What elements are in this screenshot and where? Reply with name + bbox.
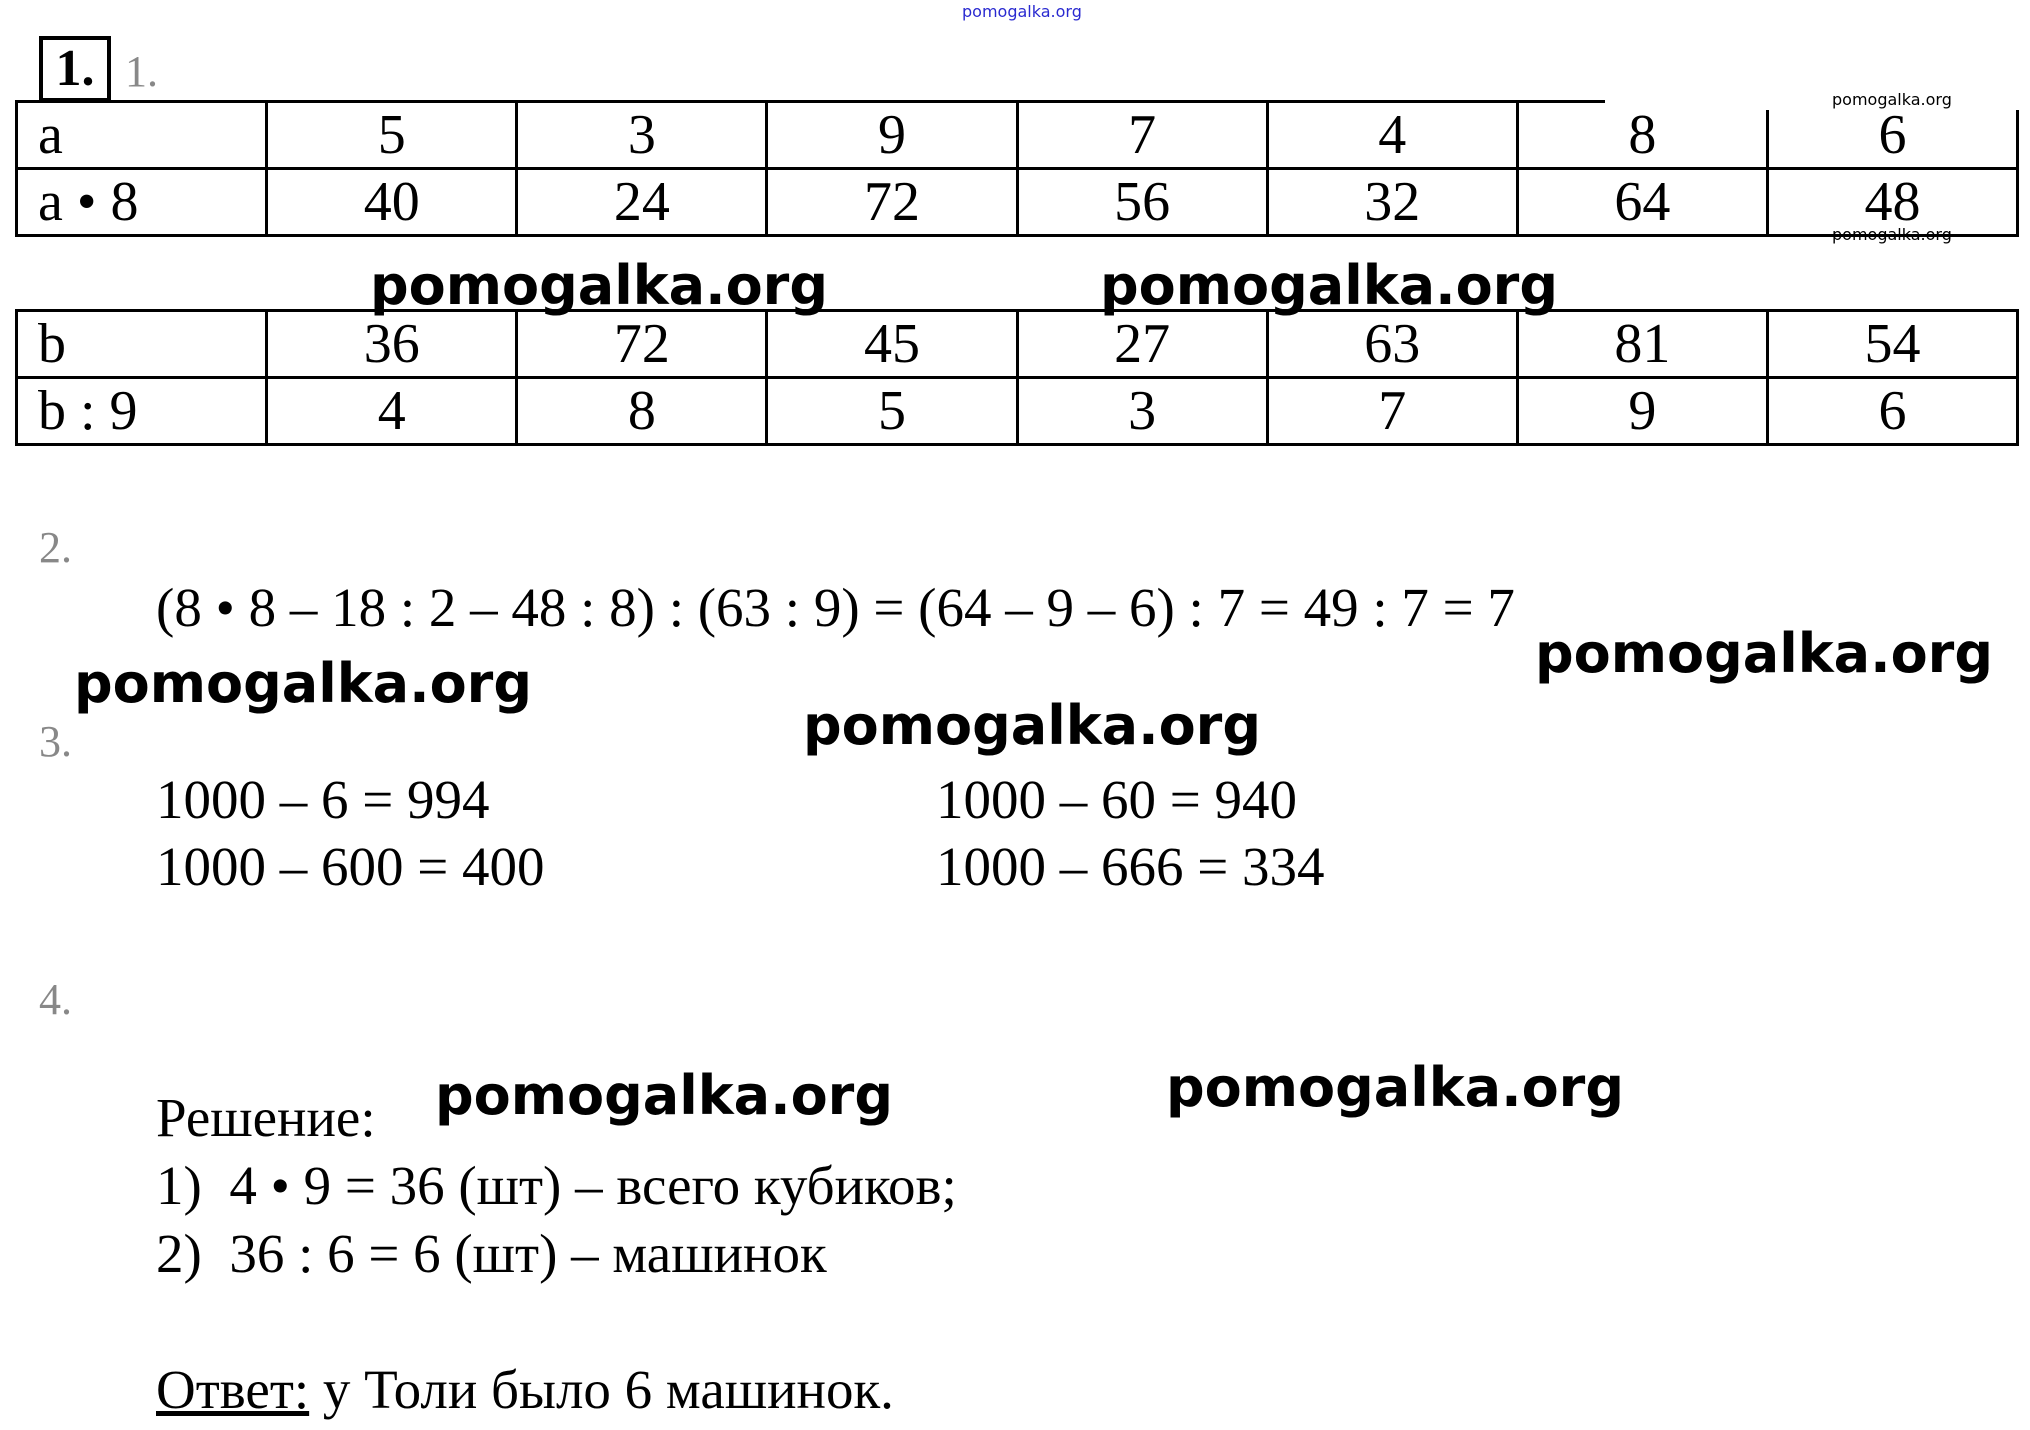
table-cell: 5	[265, 100, 519, 170]
table-b: b 36 72 45 27 63 81 54 b : 9 4 8 5 3 7 9…	[14, 309, 2020, 446]
answer-line: Ответ: у Толи было 6 машинок.	[156, 1358, 894, 1421]
table-cell: a	[14, 100, 269, 170]
table-cell: 56	[1015, 167, 1269, 237]
task3-left-line: 1000 – 6 = 994	[156, 769, 490, 830]
table-cell: 7	[1265, 376, 1519, 446]
table-cell: 9	[1515, 376, 1769, 446]
table-cell: 3	[515, 100, 769, 170]
table-cell: 6	[1765, 100, 2020, 170]
table-cell: 48	[1765, 167, 2020, 237]
table-a: a 5 3 9 7 4 8 6 a • 8 40 24 72 56 32 64 …	[14, 100, 2020, 237]
table-cell: 6	[1765, 376, 2020, 446]
watermark-large: pomogalka.org	[1166, 1056, 1624, 1119]
solution-label: Решение:	[156, 1087, 376, 1148]
section-1-label: 1.	[125, 47, 158, 96]
solution-step: 2) 36 : 6 = 6 (шт) – машинок	[156, 1223, 827, 1284]
watermark-small: pomogalka.org	[1832, 225, 1952, 244]
watermark-large: pomogalka.org	[435, 1064, 893, 1127]
answer-text: у Толи было 6 машинок.	[309, 1359, 894, 1420]
table-cell: 7	[1015, 100, 1269, 170]
table-cell: 8	[1515, 100, 1769, 170]
table-row: b : 9 4 8 5 3 7 9 6	[14, 376, 2020, 446]
solution-step: 1) 4 • 9 = 36 (шт) – всего кубиков;	[156, 1155, 957, 1216]
table-row: a 5 3 9 7 4 8 6	[14, 100, 2020, 170]
watermark-large: pomogalka.org	[370, 254, 828, 317]
table-cell: 64	[1515, 167, 1769, 237]
table-cell: 45	[765, 309, 1019, 379]
table-cell: 9	[765, 100, 1019, 170]
section-2-label: 2.	[39, 523, 72, 572]
table-cell: 4	[265, 376, 519, 446]
table-cell: 3	[1015, 376, 1269, 446]
table-cell: 36	[265, 309, 519, 379]
watermark-large: pomogalka.org	[1535, 622, 1993, 685]
task3-right-line: 1000 – 60 = 940	[936, 769, 1298, 830]
table-cell: 8	[515, 376, 769, 446]
section-3-label: 3.	[39, 717, 72, 766]
answer-label: Ответ:	[156, 1359, 310, 1420]
table-cell: b : 9	[14, 376, 269, 446]
table-cell: 72	[765, 167, 1019, 237]
table-cell: 40	[265, 167, 519, 237]
table-border-gap	[1605, 96, 2025, 110]
task-number-box: 1.	[39, 36, 111, 102]
table-cell: 4	[1265, 100, 1519, 170]
watermark-large: pomogalka.org	[74, 652, 532, 715]
table-cell: 24	[515, 167, 769, 237]
table-cell: b	[14, 309, 269, 379]
task3-left-line: 1000 – 600 = 400	[156, 836, 545, 897]
table-cell: 72	[515, 309, 769, 379]
table-cell: 32	[1265, 167, 1519, 237]
table-cell: 27	[1015, 309, 1269, 379]
section-4-label: 4.	[39, 975, 72, 1024]
task2-expression: (8 • 8 – 18 : 2 – 48 : 8) : (63 : 9) = (…	[156, 577, 1515, 638]
watermark-large: pomogalka.org	[1100, 254, 1558, 317]
table-cell: 63	[1265, 309, 1519, 379]
table-row: b 36 72 45 27 63 81 54	[14, 309, 2020, 379]
task3-right-line: 1000 – 666 = 334	[936, 836, 1325, 897]
watermark-small: pomogalka.org	[1832, 90, 1952, 109]
table-cell: 5	[765, 376, 1019, 446]
table-row: a • 8 40 24 72 56 32 64 48	[14, 167, 2020, 237]
watermark-top: pomogalka.org	[962, 2, 1082, 21]
table-cell: a • 8	[14, 167, 269, 237]
table-cell: 54	[1765, 309, 2020, 379]
watermark-large: pomogalka.org	[803, 694, 1261, 757]
table-cell: 81	[1515, 309, 1769, 379]
